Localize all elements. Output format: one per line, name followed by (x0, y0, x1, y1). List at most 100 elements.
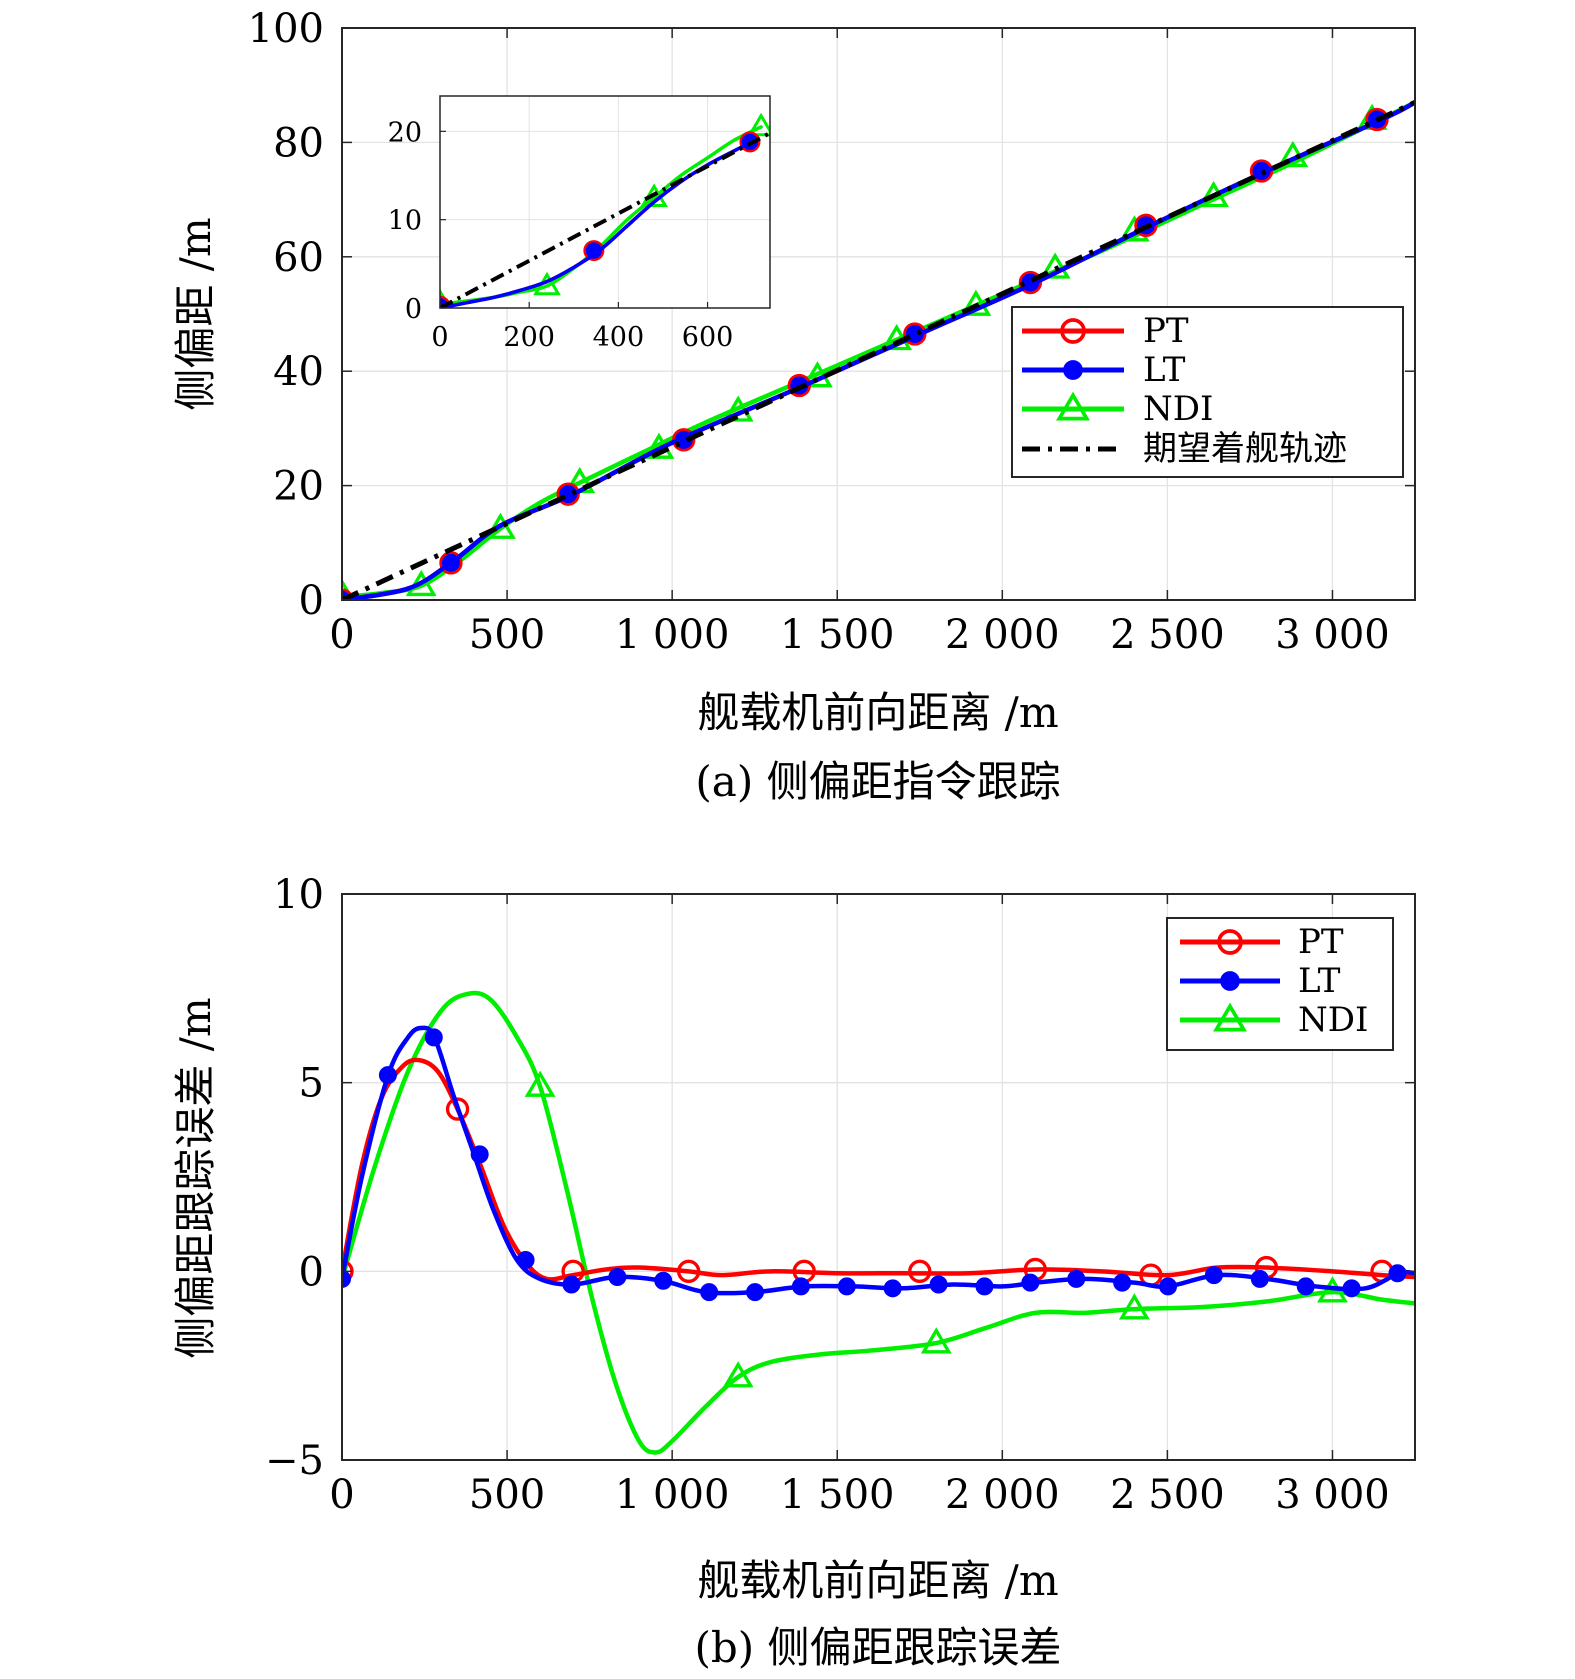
data-point-LT (837, 1277, 856, 1296)
inset-series-line-期望着舰轨迹 (440, 131, 770, 308)
inset-series (440, 112, 770, 308)
x-tick-label: 0 (329, 1472, 354, 1518)
y-tick-label: 100 (248, 6, 324, 52)
data-point-NDI (960, 289, 992, 316)
legend-marker-NDI (1056, 391, 1090, 421)
chart-a-caption: (a) 侧偏距指令跟踪 (695, 757, 1060, 806)
data-point-LT (883, 1279, 902, 1298)
series-line-NDI (342, 990, 1415, 1455)
data-point-LT (1342, 1279, 1361, 1298)
data-point-LT (1250, 1269, 1269, 1288)
data-point-LT (975, 1277, 994, 1296)
legend-marker-LT (1063, 360, 1083, 380)
inset-x-tick-label: 200 (503, 322, 555, 353)
data-point-NDI (920, 1327, 952, 1354)
data-point-LT (342, 1269, 351, 1288)
x-tick-label: 1 500 (780, 1472, 895, 1518)
chart-b-series (342, 990, 1415, 1455)
legend-a-label-pt: PT (1143, 311, 1189, 351)
legend-b-label-lt: LT (1298, 961, 1341, 1001)
data-point-NDI (1039, 252, 1071, 279)
x-tick-label: 2 000 (945, 1472, 1060, 1518)
data-point-LT (700, 1283, 719, 1302)
x-tick-label: 2 000 (945, 612, 1060, 658)
chart-b-legend: PT LT NDI (1166, 917, 1394, 1051)
inset-frame (439, 95, 771, 309)
chart-a-ylabel: 侧偏距 /m (171, 217, 220, 410)
inset-x-tick-label: 600 (682, 322, 734, 353)
data-point-PT (908, 1259, 932, 1284)
chart-b-frame (341, 893, 1416, 1461)
y-tick-label: 80 (273, 120, 324, 166)
inset-data-point-LT (585, 242, 603, 259)
data-point-LT (516, 1251, 535, 1270)
data-point-LT (562, 1275, 581, 1294)
chart-b-caption: (b) 侧偏距跟踪误差 (694, 1623, 1061, 1672)
legend-a-label-lt: LT (1143, 350, 1186, 390)
chart-a-xlabel: 舰载机前向距离 /m (697, 688, 1058, 737)
data-point-LT (608, 1267, 627, 1286)
chart-a: 0 500 1 000 1 500 2 000 2 500 3 000 0 20 40 60 80 10… (171, 6, 1416, 806)
x-tick-label: 3 000 (1275, 612, 1390, 658)
inset-x-tick-label: 400 (593, 322, 645, 353)
data-point-LT (1388, 1264, 1407, 1283)
inset-data-point-PT (583, 240, 605, 262)
data-point-LT (441, 553, 460, 572)
y-tick-label: 10 (273, 872, 324, 918)
inset-y-tick-label: 20 (388, 117, 422, 148)
data-point-LT (424, 1028, 443, 1047)
data-point-LT (1159, 1277, 1178, 1296)
legend-b-label-pt: PT (1298, 922, 1344, 962)
x-tick-label: 2 500 (1110, 612, 1225, 658)
chart-a-series (342, 100, 1415, 600)
inset-ticks: 0 200 400 600 0 10 20 (388, 117, 734, 353)
y-tick-label: 0 (299, 578, 324, 624)
data-point-LT (1067, 1269, 1086, 1288)
x-tick-label: 1 000 (615, 1472, 730, 1518)
data-point-LT (1021, 1273, 1040, 1292)
chart-b-xlabel: 舰载机前向距离 /m (697, 1556, 1058, 1605)
legend-marker-PT (1217, 929, 1243, 955)
data-point-LT (1296, 1277, 1315, 1296)
legend-a-label-expected: 期望着舰轨迹 (1143, 429, 1347, 469)
inset-data-point-NDI (747, 112, 770, 137)
data-point-LT (378, 1066, 397, 1085)
data-point-LT (929, 1275, 948, 1294)
x-tick-label: 0 (329, 612, 354, 658)
y-tick-label: −5 (265, 1438, 324, 1484)
y-tick-label: 0 (299, 1249, 324, 1295)
data-point-LT (791, 1277, 810, 1296)
inset-x-tick-label: 0 (431, 322, 448, 353)
y-tick-label: 20 (273, 464, 324, 510)
data-point-LT (470, 1145, 489, 1164)
inset-y-tick-label: 0 (405, 294, 422, 325)
series-line-PT (342, 1057, 1415, 1282)
data-point-NDI (485, 512, 516, 539)
inset-plot-area (440, 96, 770, 308)
data-point-PT (676, 1259, 701, 1284)
y-tick-label: 5 (299, 1061, 324, 1107)
data-point-PT (445, 1097, 470, 1121)
chart-a-frame (341, 27, 1416, 601)
legend-a-label-ndi: NDI (1143, 389, 1213, 429)
x-tick-label: 3 000 (1275, 1472, 1390, 1518)
legend-b-label-ndi: NDI (1298, 1000, 1368, 1040)
chart-a-ticks: 0 500 1 000 1 500 2 000 2 500 3 000 0 20 40 60 80 10… (248, 6, 1415, 658)
x-tick-label: 2 500 (1110, 1472, 1225, 1518)
y-tick-label: 40 (273, 349, 324, 395)
data-point-LT (654, 1271, 673, 1290)
series-line-期望着舰轨迹 (342, 100, 1415, 600)
legend-marker-LT (1220, 971, 1240, 991)
data-point-NDI (524, 1070, 556, 1097)
chart-b-ylabel: 侧偏距跟踪误差 /m (171, 997, 220, 1358)
inset-data-point-PT (739, 131, 761, 153)
data-point-NDI (722, 1361, 754, 1388)
x-tick-label: 500 (469, 612, 545, 658)
data-point-PT (439, 551, 463, 575)
x-tick-label: 1 500 (780, 612, 895, 658)
x-tick-label: 500 (469, 1472, 545, 1518)
inset-y-tick-label: 10 (388, 206, 422, 237)
